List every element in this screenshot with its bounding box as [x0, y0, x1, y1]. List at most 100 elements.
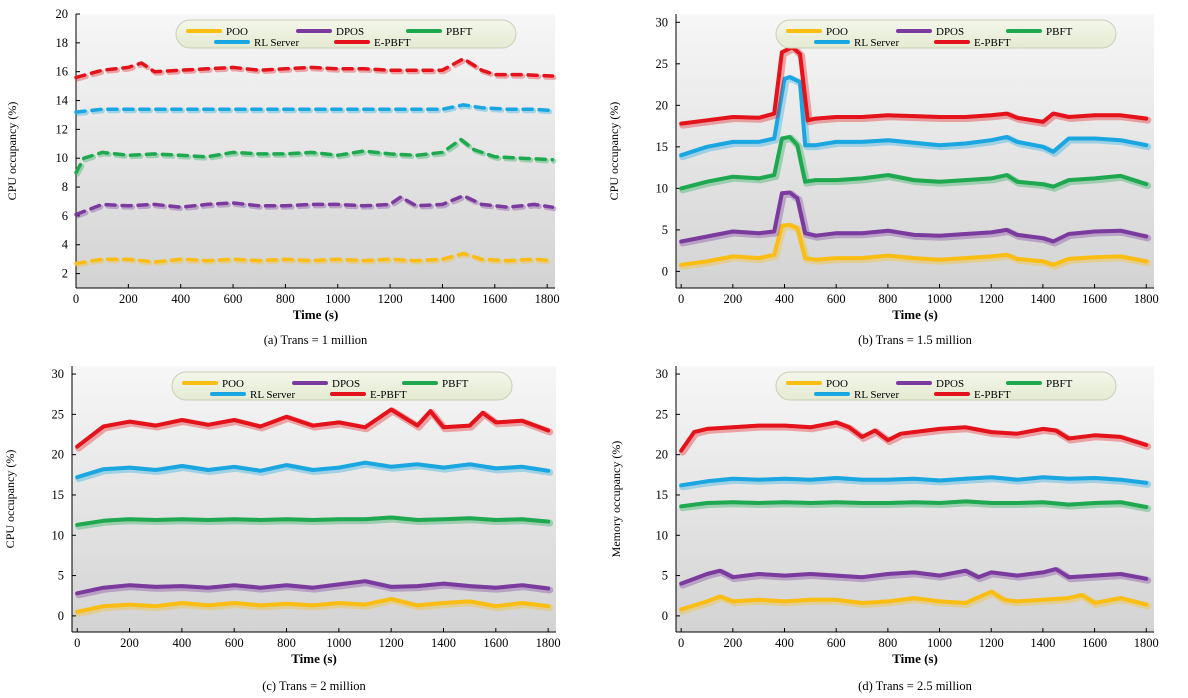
- x-tick-label: 0: [73, 292, 79, 306]
- series-line-dpos: [679, 567, 1149, 586]
- x-tick-label: 600: [827, 292, 846, 306]
- x-tick-label: 1600: [1082, 636, 1107, 650]
- legend-box: [175, 19, 517, 49]
- series-line-rl-server: [74, 103, 555, 114]
- legend-label: POO: [826, 26, 848, 38]
- plot-background: [76, 14, 555, 288]
- x-tick-label: 1400: [1030, 292, 1055, 306]
- legend-label: DPOS: [936, 26, 964, 38]
- x-tick-label: 1600: [1082, 292, 1107, 306]
- x-tick-label: 400: [775, 292, 794, 306]
- y-tick-label: 25: [656, 407, 669, 421]
- x-tick-label: 800: [276, 292, 295, 306]
- x-tick-label: 600: [224, 292, 243, 306]
- y-tick-label: 2: [62, 267, 68, 281]
- legend-label: PBFT: [442, 378, 469, 390]
- legend-label: RL Server: [250, 389, 295, 401]
- x-tick-label: 800: [878, 636, 897, 650]
- x-tick-label: 200: [723, 636, 742, 650]
- series-line-dpos: [75, 579, 551, 596]
- panel-caption: (c) Trans = 2 million: [262, 679, 366, 693]
- y-tick-label: 5: [662, 223, 668, 237]
- legend-label: DPOS: [336, 26, 364, 38]
- x-tick-label: 1200: [378, 292, 403, 306]
- legend-label: E-PBFT: [370, 389, 407, 401]
- x-tick-label: 0: [678, 292, 684, 306]
- x-tick-label: 1600: [483, 636, 508, 650]
- x-tick-label: 1000: [326, 636, 351, 650]
- series-line-poo: [679, 222, 1149, 267]
- x-tick-label: 600: [827, 636, 846, 650]
- y-tick-label: 10: [52, 528, 65, 542]
- x-tick-label: 200: [723, 292, 742, 306]
- panel-caption: (d) Trans = 2.5 million: [858, 679, 972, 693]
- y-tick-label: 30: [656, 15, 669, 29]
- chart-panel-2: 0 5 10 15 20 25 30 0 200 400 600 800 1000 1200 1400 160…: [607, 14, 1159, 347]
- y-tick-label: 30: [656, 367, 669, 381]
- chart-panel-3: 0 5 10 15 20 25 30 0 200 400 600 800 1000 1200 1400 160…: [3, 366, 561, 693]
- series-line-dpos: [679, 190, 1149, 244]
- y-tick-label: 25: [52, 407, 65, 421]
- legend: POO DPOS PBFT RL Server E-PBFT: [775, 371, 1117, 401]
- x-tick-label: 400: [775, 636, 794, 650]
- series-line-e-pbft: [679, 45, 1149, 126]
- series-line-dpos: [74, 193, 555, 217]
- series-line-poo: [75, 597, 551, 614]
- y-tick-label: 15: [656, 488, 669, 502]
- x-tick-label: 1200: [979, 292, 1004, 306]
- series-line-poo: [74, 251, 555, 266]
- y-tick-label: 10: [656, 528, 669, 542]
- y-tick-label: 4: [62, 238, 69, 252]
- y-tick-label: 20: [52, 448, 65, 462]
- legend: POO DPOS PBFT RL Server E-PBFT: [175, 19, 517, 49]
- y-tick-label: 5: [662, 569, 668, 583]
- y-tick-label: 12: [56, 122, 69, 136]
- x-axis-label: Time (s): [892, 307, 938, 322]
- y-tick-label: 6: [62, 209, 68, 223]
- x-tick-label: 1800: [535, 292, 560, 306]
- legend-label: E-PBFT: [974, 389, 1011, 401]
- x-tick-label: 1800: [1134, 292, 1159, 306]
- legend-box: [171, 371, 513, 401]
- legend-label: POO: [826, 378, 848, 390]
- legend: POO DPOS PBFT RL Server E-PBFT: [171, 371, 513, 401]
- y-tick-label: 0: [662, 609, 668, 623]
- series-line-e-pbft: [679, 420, 1149, 453]
- series-line-pbft: [679, 499, 1149, 510]
- y-tick-label: 0: [662, 264, 668, 278]
- x-tick-label: 1400: [430, 292, 455, 306]
- y-tick-label: 8: [62, 180, 68, 194]
- series-line-rl-server: [679, 75, 1149, 158]
- y-tick-label: 20: [656, 448, 669, 462]
- x-tick-label: 800: [277, 636, 296, 650]
- legend-label: E-PBFT: [374, 37, 411, 49]
- x-tick-label: 800: [878, 292, 897, 306]
- legend: POO DPOS PBFT RL Server E-PBFT: [775, 19, 1117, 49]
- y-tick-label: 15: [52, 488, 65, 502]
- y-tick-label: 14: [56, 94, 69, 108]
- panel-caption: (a) Trans = 1 million: [264, 333, 368, 347]
- x-axis-label: Time (s): [293, 307, 339, 322]
- y-tick-label: 16: [56, 65, 69, 79]
- x-tick-label: 1800: [536, 636, 561, 650]
- x-tick-label: 1600: [482, 292, 507, 306]
- legend-label: PBFT: [1046, 26, 1073, 38]
- y-tick-label: 20: [56, 7, 69, 21]
- legend-label: POO: [222, 378, 244, 390]
- x-tick-label: 1800: [1134, 636, 1159, 650]
- x-tick-label: 0: [678, 636, 684, 650]
- plot-background: [676, 14, 1154, 288]
- legend-label: POO: [226, 26, 248, 38]
- series-line-poo: [679, 589, 1149, 612]
- y-tick-label: 20: [656, 98, 669, 112]
- y-tick-label: 0: [58, 609, 64, 623]
- y-axis-label: Memory occupancy (%): [609, 441, 623, 558]
- legend-label: PBFT: [446, 26, 473, 38]
- series-line-e-pbft: [75, 407, 551, 449]
- series-line-rl-server: [679, 475, 1149, 488]
- series-line-e-pbft: [74, 56, 555, 80]
- legend-label: PBFT: [1046, 378, 1073, 390]
- series-line-pbft: [74, 137, 555, 175]
- x-axis-label: Time (s): [892, 651, 938, 666]
